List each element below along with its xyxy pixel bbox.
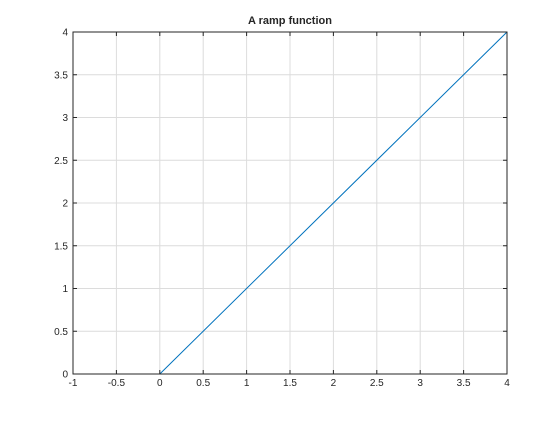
x-tick-label: 0 [157, 378, 163, 389]
chart-title: A ramp function [248, 15, 332, 27]
x-axis: -1 -0.5 0 0.5 1 1.5 2 2.5 3 3.5 4 [69, 32, 510, 389]
x-tick-label: 1 [244, 378, 250, 389]
x-tick-label: 3.5 [457, 378, 471, 389]
y-tick-label: 3.5 [54, 70, 68, 81]
y-tick-label: 0.5 [54, 327, 68, 338]
x-tick-label: -1 [69, 378, 78, 389]
x-tick-label: -0.5 [108, 378, 126, 389]
grid-lines [72, 31, 508, 375]
y-tick-label: 4 [62, 28, 68, 39]
x-tick-label: 2.5 [370, 378, 384, 389]
x-tick-label: 4 [504, 378, 510, 389]
x-tick-label: 0.5 [196, 378, 210, 389]
y-tick-label: 1 [62, 284, 68, 295]
y-tick-label: 0 [62, 370, 68, 381]
x-tick-label: 3 [417, 378, 423, 389]
x-tick-label: 2 [331, 378, 337, 389]
y-tick-label: 1.5 [54, 241, 68, 252]
y-tick-label: 2.5 [54, 156, 68, 167]
y-tick-label: 3 [62, 113, 68, 124]
y-axis: 0 0.5 1 1.5 2 2.5 3 3.5 4 [54, 28, 507, 381]
y-tick-label: 2 [62, 199, 68, 210]
x-tick-label: 1.5 [283, 378, 297, 389]
